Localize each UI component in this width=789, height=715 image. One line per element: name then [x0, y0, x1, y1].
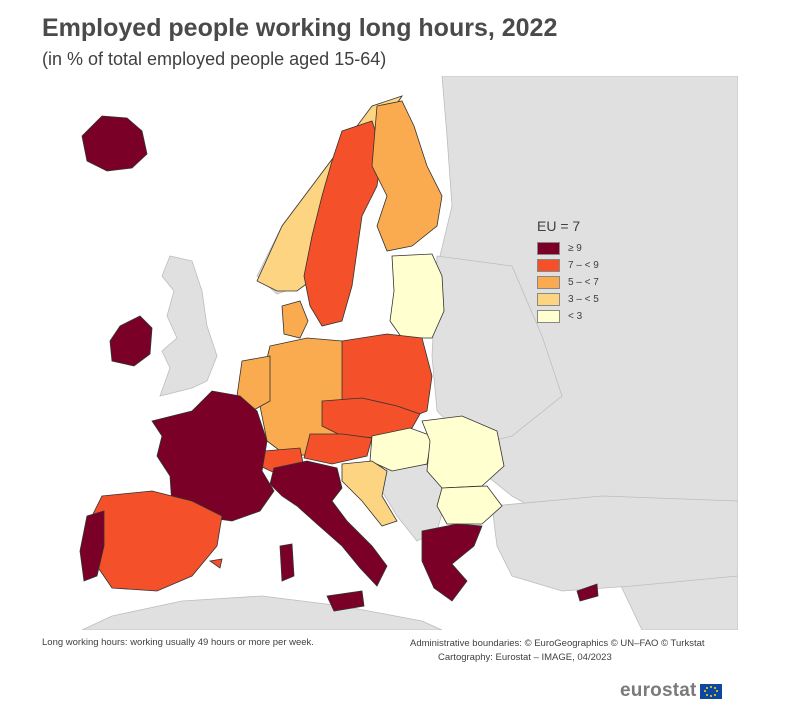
benelux: [236, 355, 271, 412]
map-title: Employed people working long hours, 2022: [42, 14, 558, 42]
portugal: [79, 510, 105, 582]
map-legend: EU = 7 ≥ 9 7 – < 9 5 – < 7 3 – < 5 < 3: [537, 218, 599, 325]
slovenia-croatia: [341, 460, 398, 527]
map-subtitle: (in % of total employed people aged 15-6…: [42, 49, 387, 69]
iceland: [81, 115, 148, 172]
sardinia: [279, 543, 295, 582]
sweden: [303, 120, 383, 327]
baltics: [389, 253, 445, 339]
turkey: [491, 495, 738, 592]
europe-map: [42, 76, 738, 630]
legend-swatch: [537, 241, 560, 255]
footnote: Long working hours: working usually 49 h…: [42, 637, 314, 648]
logo-text: eurostat: [620, 680, 697, 701]
legend-label: 5 – < 7: [568, 276, 599, 288]
cyprus: [576, 583, 599, 602]
legend-swatch: [537, 292, 560, 306]
legend-label: < 3: [568, 310, 583, 322]
legend-item-ge9: ≥ 9: [537, 240, 599, 256]
legend-swatch: [537, 309, 560, 323]
balearic: [208, 558, 223, 569]
ukraine-belarus: [431, 255, 563, 447]
legend-label: ≥ 9: [568, 242, 582, 254]
legend-swatch: [537, 258, 560, 272]
map-svg: [79, 76, 738, 630]
legend-item-lt3: < 3: [537, 308, 599, 324]
legend-label: 3 – < 5: [568, 293, 599, 305]
bulgaria: [436, 485, 503, 525]
spain: [91, 490, 223, 592]
austria: [303, 433, 373, 465]
sicily: [326, 590, 365, 612]
legend-item-3-5: 3 – < 5: [537, 291, 599, 307]
north-africa: [81, 595, 443, 630]
united-kingdom: [159, 255, 218, 397]
france: [151, 390, 275, 522]
finland: [371, 100, 443, 252]
greece: [421, 523, 483, 602]
legend-title: EU = 7: [537, 218, 581, 234]
credits-boundaries: Administrative boundaries: © EuroGeograp…: [410, 638, 705, 649]
czechia-slovakia: [321, 397, 421, 439]
legend-swatch: [537, 275, 560, 289]
legend-item-7-9: 7 – < 9: [537, 257, 599, 273]
italy: [269, 460, 388, 587]
eurostat-logo: eurostat: [620, 680, 722, 702]
denmark: [281, 300, 309, 339]
eu-flag-icon: [699, 683, 722, 699]
credits: Administrative boundaries: © EuroGeograp…: [410, 637, 705, 665]
credits-cartography: Cartography: Eurostat – IMAGE, 04/2023: [438, 652, 612, 663]
legend-label: 7 – < 9: [568, 259, 599, 271]
legend-item-5-7: 5 – < 7: [537, 274, 599, 290]
hungary: [369, 427, 433, 472]
ireland: [109, 315, 153, 367]
